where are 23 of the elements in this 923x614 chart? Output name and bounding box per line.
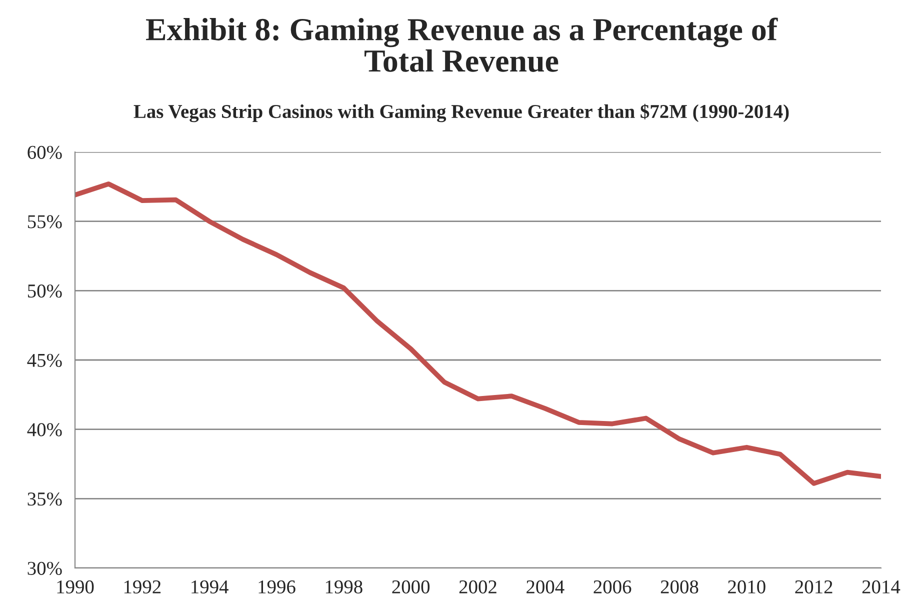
y-tick-label: 55%	[28, 215, 62, 228]
y-tick-label: 45%	[27, 354, 62, 367]
x-tick-label: 2004	[526, 580, 564, 594]
y-tick-label: 50%	[28, 284, 62, 298]
x-tick-label: 2008	[660, 580, 698, 594]
chart-subtitle: Las Vegas Strip Casinos with Gaming Revenue Greater than $72M (1990-2014)	[134, 104, 789, 122]
x-tick-label: 1998	[326, 580, 362, 594]
x-tick-label: 1990	[57, 580, 94, 594]
x-tick-label: 1994	[192, 580, 228, 594]
chart-title: Exhibit 8: Gaming Revenue as a Percentage of Total Revenue	[146, 18, 778, 72]
x-tick-label: 1992	[124, 580, 161, 594]
y-tick-label: 30%	[28, 562, 62, 575]
line-series	[75, 181, 881, 486]
x-tick-label: 2002	[459, 580, 496, 594]
x-tick-label: 2014	[862, 580, 900, 594]
y-tick-label: 60%	[28, 146, 62, 159]
y-tick-label: 35%	[28, 492, 62, 506]
y-tick-label: 40%	[27, 423, 62, 436]
x-tick-label: 2010	[728, 580, 766, 594]
x-tick-label: 2012	[795, 580, 832, 594]
x-tick-label: 2006	[594, 580, 632, 594]
x-tick-label: 2000	[392, 580, 430, 594]
x-tick-label: 1996	[258, 580, 296, 594]
